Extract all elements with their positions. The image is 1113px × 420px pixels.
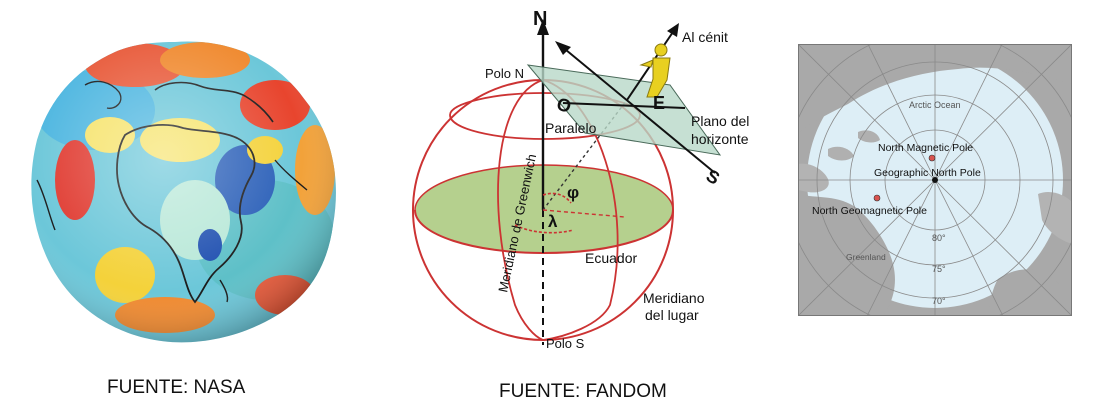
- horizon-plane-label: Plano del: [691, 113, 749, 129]
- geoid-image: [31, 41, 336, 343]
- magnetic-pole-label: North Magnetic Pole: [878, 142, 973, 154]
- celestial-caption: FUENTE: FANDOM: [499, 381, 667, 402]
- geoid-caption: FUENTE: NASA: [107, 377, 246, 398]
- geoid-panel: [15, 30, 345, 350]
- west-label: O: [555, 94, 574, 117]
- arctic-ocean-label: Arctic Ocean: [909, 100, 961, 110]
- greenwich-meridian: [497, 79, 544, 341]
- lat75-label: 75°: [932, 264, 946, 274]
- observer-figure: [639, 43, 671, 98]
- celestial-diagram: N Al cénit Polo N Plano del horizonte Pa…: [412, 8, 749, 351]
- phi-label: φ: [567, 183, 579, 202]
- magnetic-pole-marker: [928, 154, 936, 162]
- south-label: S: [703, 165, 723, 188]
- south-pole-label: Polo S: [546, 336, 585, 351]
- greenland-label: Greenland: [846, 252, 886, 262]
- zenith-label: Al cénit: [682, 29, 728, 45]
- geomagnetic-pole-label: North Geomagnetic Pole: [812, 205, 927, 217]
- local-meridian-label-2: del lugar: [645, 307, 699, 323]
- north-label: N: [533, 8, 547, 30]
- local-meridian-label: Meridiano: [643, 290, 705, 306]
- greenland-landmass: [798, 194, 895, 316]
- lat80-label: 80°: [932, 233, 946, 243]
- arctic-panel: Arctic Ocean North Magnetic Pole Geograp…: [798, 44, 1072, 316]
- celestial-panel: N Al cénit Polo N Plano del horizonte Pa…: [395, 5, 770, 365]
- parallel-label: Paralelo: [545, 120, 597, 136]
- arctic-map: Arctic Ocean North Magnetic Pole Geograp…: [798, 44, 1072, 316]
- geographic-pole-label: Geographic North Pole: [874, 167, 981, 179]
- equator-label: Ecuador: [585, 250, 637, 266]
- lambda-label: λ: [548, 212, 558, 231]
- east-label: E: [653, 93, 665, 113]
- geomagnetic-pole-marker: [873, 194, 881, 202]
- horizon-plane: [526, 64, 722, 156]
- horizon-plane-label-2: horizonte: [691, 131, 749, 147]
- geographic-pole-marker: [932, 177, 938, 183]
- lat70-label: 70°: [932, 296, 946, 306]
- north-pole-label: Polo N: [485, 66, 524, 81]
